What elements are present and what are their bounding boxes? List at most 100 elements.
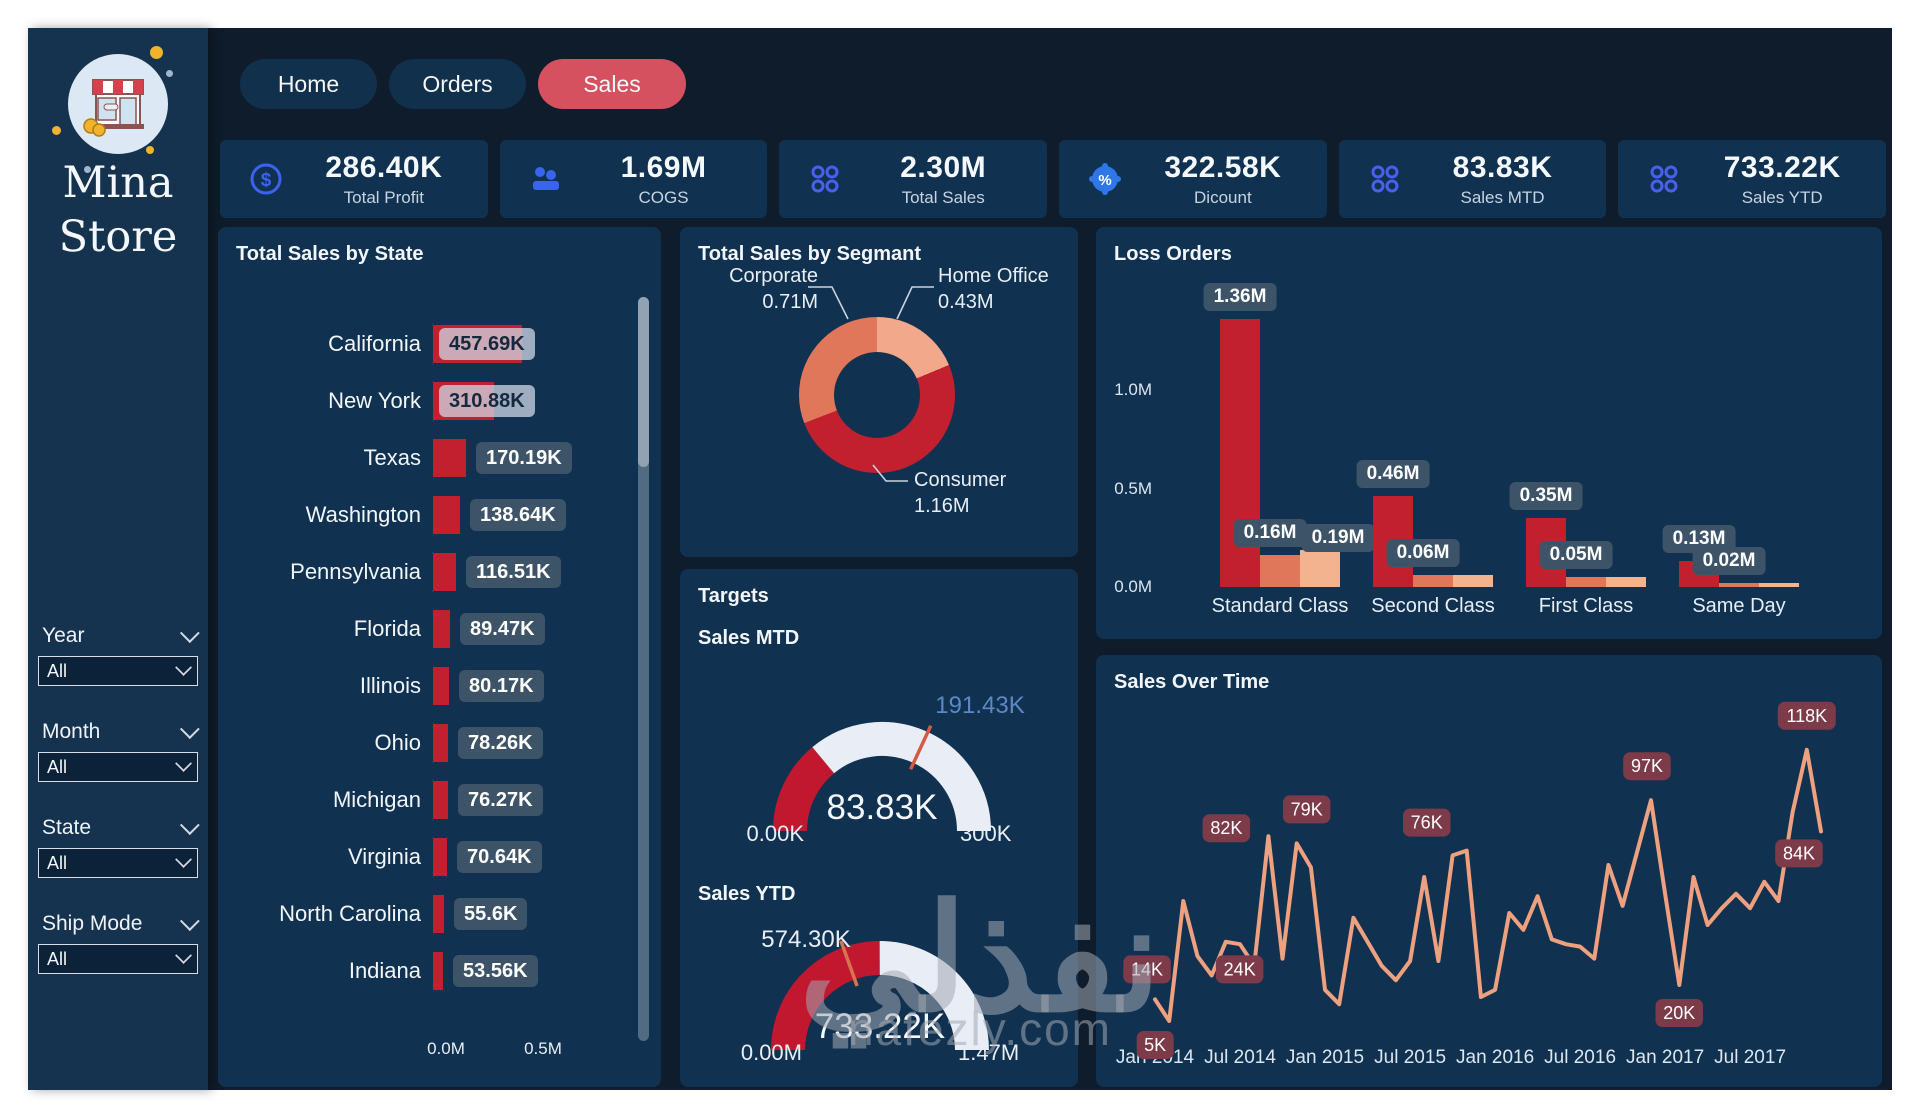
state-row: Indiana 53.56K (218, 942, 621, 999)
state-bar[interactable] (433, 495, 461, 534)
category-label: Standard Class (1211, 595, 1349, 617)
state-bar-wrap: 116.51K (433, 552, 621, 592)
state-label: Virginia (348, 843, 422, 869)
sales-by-state-card: Total Sales by State California 457.69K Ne… (218, 227, 661, 1087)
loss-bar[interactable] (1759, 583, 1799, 587)
chevron-down-icon (175, 755, 192, 772)
nav-sales-button[interactable]: Sales (538, 59, 686, 109)
state-label: Michigan (332, 786, 422, 812)
filter-dropdown[interactable]: All (38, 656, 198, 686)
state-bar-wrap: 53.56K (433, 951, 621, 991)
chevron-down-icon (179, 719, 200, 740)
loss-bar[interactable] (1413, 575, 1453, 587)
donut-hole (834, 352, 920, 438)
state-bar[interactable] (433, 552, 457, 591)
state-value-badge: 457.69K (439, 327, 535, 360)
filter-panel: Year All Month All State All Ship Mode All (38, 623, 200, 1008)
state-label: Florida (353, 615, 422, 641)
loss-bar[interactable] (1719, 583, 1759, 587)
decor-dot (150, 46, 163, 59)
kpi-discount: % 322.58K Dicount (1059, 140, 1327, 218)
kpi-label: Total Profit (343, 187, 424, 207)
filter-label[interactable]: Month (38, 719, 200, 752)
state-bar[interactable] (433, 780, 449, 819)
state-label: Indiana (348, 957, 422, 983)
dollar-coin-icon: $ (246, 159, 286, 199)
slice-label: Home Office (938, 265, 1049, 287)
chevron-down-icon (179, 623, 200, 644)
kpi-sales-ytd: 733.22K Sales YTD (1618, 140, 1887, 218)
chevron-down-icon (175, 947, 192, 964)
svg-text:Jul 2015: Jul 2015 (1374, 1047, 1446, 1068)
state-bar-wrap: 76.27K (433, 780, 621, 820)
line-point-label: 5K (1136, 1031, 1174, 1059)
chevron-down-icon (179, 815, 200, 836)
chevron-down-icon (179, 911, 200, 932)
state-bar[interactable] (433, 894, 445, 933)
loss-orders-plot: 0.0M 0.5M 1.0M 1.36M 0.16M 0.19M Standard Clas… (1096, 227, 1882, 639)
decor-dot (52, 126, 61, 135)
svg-text:Jul 2017: Jul 2017 (1714, 1047, 1786, 1068)
state-bar[interactable] (433, 837, 448, 876)
loss-bar[interactable] (1260, 555, 1300, 587)
loss-bar[interactable] (1566, 577, 1606, 587)
state-row: Ohio 78.26K (218, 714, 621, 771)
targets-card: Targets Sales MTD Sales YTD 83.83K 0.00K 3… (680, 569, 1078, 1087)
kpi-value: 83.83K (1452, 150, 1553, 184)
callout-home-office: Home Office 0.43M (938, 263, 1074, 315)
filter-label[interactable]: State (38, 815, 200, 848)
grid-circles-icon (1644, 159, 1684, 199)
kpi-value: 1.69M (620, 150, 707, 184)
state-bar-wrap: 138.64K (433, 495, 621, 535)
gauges: 83.83K 0.00K 300K 191.43K 733.22K 0.00M 1.47M 5… (741, 692, 1025, 1065)
svg-text:5K: 5K (1144, 1035, 1166, 1055)
scrollbar-track[interactable] (638, 297, 649, 1041)
line-point-label: 84K (1775, 839, 1823, 868)
state-bar[interactable] (433, 951, 444, 990)
kpi-sales-mtd: 83.83K Sales MTD (1338, 140, 1607, 218)
scrollbar-thumb[interactable] (638, 297, 649, 467)
state-value-badge: 89.47K (460, 612, 545, 645)
filter-label[interactable]: Year (38, 623, 200, 656)
state-value-badge: 170.19K (476, 441, 572, 474)
svg-text:191.43K: 191.43K (935, 692, 1024, 719)
state-label: Illinois (359, 672, 422, 698)
state-row: Florida 89.47K (218, 600, 621, 657)
filter-value: All (47, 948, 68, 969)
filter-dropdown[interactable]: All (38, 848, 198, 878)
targets-title: Targets (698, 585, 769, 607)
line-point-label: 118K (1777, 701, 1836, 730)
svg-text:118K: 118K (1786, 706, 1827, 726)
loss-bar[interactable] (1453, 575, 1493, 587)
filter-value: All (47, 660, 68, 681)
grid-circles-icon (805, 159, 845, 199)
svg-text:733.22K: 733.22K (815, 1007, 945, 1046)
state-bar[interactable] (433, 723, 449, 762)
category-label: First Class (1538, 595, 1634, 617)
nav-orders-button[interactable]: Orders (389, 59, 526, 109)
filter-label[interactable]: Ship Mode (38, 911, 200, 944)
loss-bar[interactable] (1606, 577, 1646, 587)
filter-dropdown[interactable]: All (38, 752, 198, 782)
svg-text:79K: 79K (1291, 799, 1323, 819)
decor-dot (146, 146, 154, 154)
kpi-label: COGS (638, 187, 689, 207)
loss-value-badge: 0.02M (1692, 547, 1766, 575)
filter-month: Month All (38, 719, 200, 782)
callout-consumer: Consumer 1.16M (914, 467, 1054, 519)
x-axis-tick: 0.5M (524, 1039, 562, 1058)
state-bar[interactable] (433, 438, 467, 477)
state-bar[interactable] (433, 666, 450, 705)
filter-dropdown[interactable]: All (38, 944, 198, 974)
callout-corporate: Corporate 0.71M (686, 263, 818, 315)
state-value-badge: 70.64K (457, 840, 542, 873)
kpi-label: Dicount (1194, 187, 1252, 207)
loss-bar[interactable] (1300, 550, 1340, 587)
line-point-label: 20K (1655, 999, 1703, 1027)
nav-home-button[interactable]: Home (240, 59, 377, 109)
state-bar[interactable] (433, 609, 451, 648)
line-point-label: 24K (1215, 955, 1264, 984)
loss-orders-card: Loss Orders 0.0M 0.5M 1.0M 1.36M 0.16M 0.19M S… (1096, 227, 1882, 639)
loss-value-badge: 0.06M (1386, 539, 1460, 567)
kpi-value: 286.40K (325, 150, 443, 184)
